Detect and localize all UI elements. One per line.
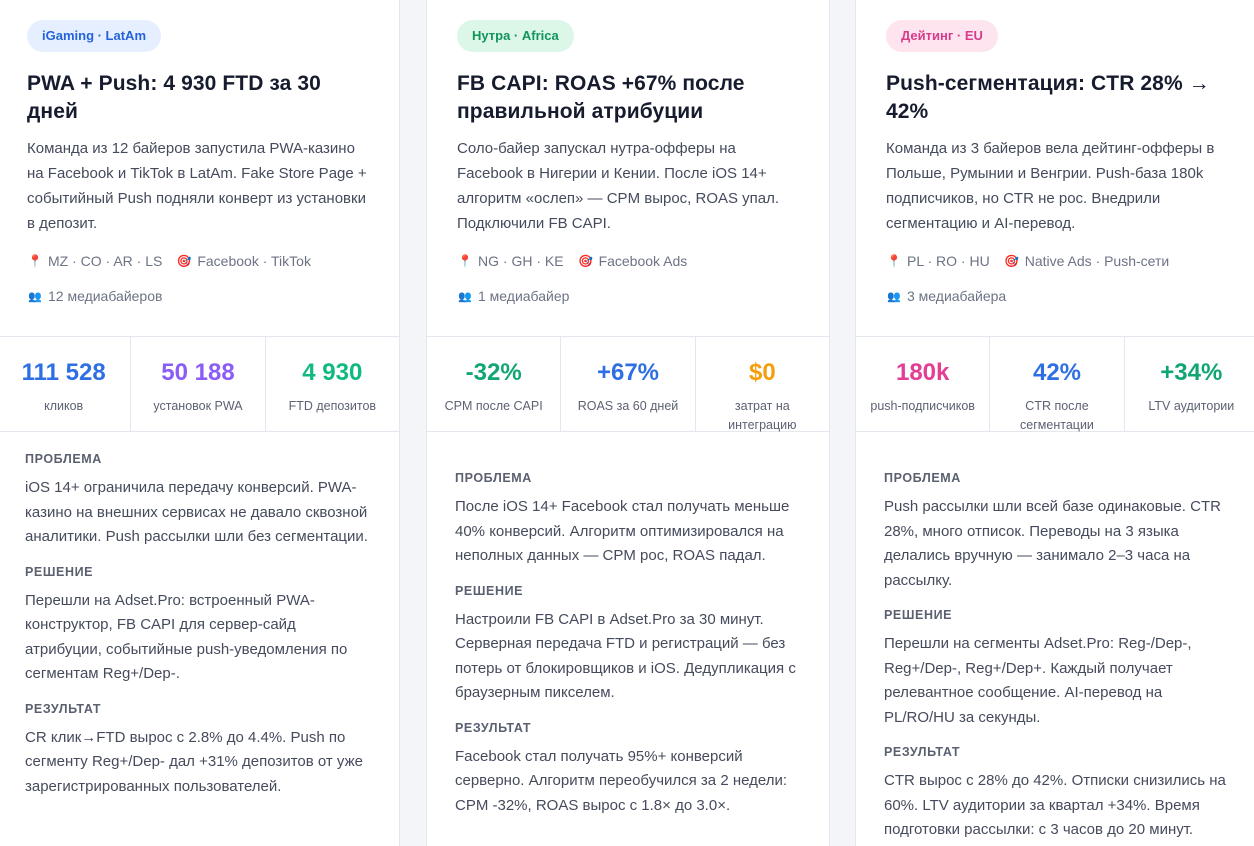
problem-text: После iOS 14+ Facebook стал получать мен… xyxy=(455,498,790,564)
problem-heading: ПРОБЛЕМА xyxy=(455,471,532,485)
case-geo: NG · GH · KE xyxy=(478,253,564,269)
case-card-nutra: Нутра · Africa FB CAPI: ROAS +67% после … xyxy=(426,0,830,846)
case-sources: Facebook · TikTok xyxy=(197,253,311,269)
stat-ltv: +34% LTV аудитории xyxy=(1125,337,1254,431)
result-text: CR клик→FTD вырос с 2.8% до 4.4%. Push п… xyxy=(25,728,363,795)
result-heading: РЕЗУЛЬТАТ xyxy=(884,745,961,759)
case-geo: PL · RO · HU xyxy=(907,253,990,269)
case-team: 12 медиабайеров xyxy=(48,288,163,304)
case-geo: MZ · CO · AR · LS xyxy=(48,253,163,269)
case-sources: Facebook Ads xyxy=(598,253,688,269)
case-team: 3 медиабайера xyxy=(907,288,1007,304)
stat-roas: +67% ROAS за 60 дней xyxy=(561,337,696,431)
stat-label: FTD депозитов xyxy=(288,399,377,413)
stat-label: кликов xyxy=(44,399,84,413)
stat-label: ROAS за 60 дней xyxy=(577,399,679,413)
target-icon: 🎯 xyxy=(1004,254,1020,268)
solution-text: Настроили FB CAPI в Adset.Pro за 30 мину… xyxy=(455,610,796,702)
stat-label: установок PWA xyxy=(153,399,243,413)
stat-label: CPM после CAPI xyxy=(444,399,543,413)
stat-label: затрат на интеграцию xyxy=(728,399,797,432)
case-title: PWA + Push: 4 930 FTD за 30 дней xyxy=(27,72,321,123)
pin-icon: 📍 xyxy=(27,254,43,268)
people-icon: 👥 xyxy=(458,290,472,303)
solution-text: Перешли на сегменты Adset.Pro: Reg-/Dep-… xyxy=(884,635,1192,726)
result-heading: РЕЗУЛЬТАТ xyxy=(455,720,532,735)
case-team: 1 медиабайер xyxy=(478,288,570,304)
case-team-row: 👥 3 медиабайера xyxy=(886,285,1234,307)
case-card-dating: Дейтинг · EU Push-сегментация: CTR 28% →… xyxy=(855,0,1254,846)
stat-value: 180k xyxy=(895,359,950,386)
solution-heading: РЕШЕНИЕ xyxy=(25,564,94,579)
case-stats: -32% CPM после CAPI +67% ROAS за 60 дней… xyxy=(427,336,829,432)
stat-value: 4 930 xyxy=(302,359,363,386)
stat-ctr: 42% CTR после сегментации xyxy=(990,337,1125,432)
case-stats: 180k push-подписчиков 42% CTR после сегм… xyxy=(856,336,1254,432)
stat-cost: $0 затрат на интеграцию xyxy=(696,337,829,432)
case-team-row: 👥 1 медиабайер xyxy=(457,285,799,307)
case-card-igaming: iGaming · LatAm PWA + Push: 4 930 FTD за… xyxy=(0,0,400,846)
pin-icon: 📍 xyxy=(457,254,473,268)
stat-value: $0 xyxy=(748,359,776,386)
case-details: ПРОБЛЕМА Push рассылки шли всей базе оди… xyxy=(884,469,1230,846)
stat-ftd: 4 930 FTD депозитов xyxy=(266,337,399,431)
pin-icon: 📍 xyxy=(886,254,902,268)
problem-heading: ПРОБЛЕМА xyxy=(884,471,961,485)
stat-label: push-подписчиков xyxy=(870,399,975,413)
target-icon: 🎯 xyxy=(176,254,192,268)
case-description: Команда из 3 байеров вела дейтинг-офферы… xyxy=(886,140,1215,232)
case-tag: Нутра · Africa xyxy=(457,20,574,52)
problem-text: iOS 14+ ограничила передачу конверсий. P… xyxy=(25,479,368,545)
stat-clicks: 111 528 кликов xyxy=(0,337,132,431)
case-title: FB CAPI: ROAS +67% после правильной атри… xyxy=(457,72,745,123)
solution-heading: РЕШЕНИЕ xyxy=(884,608,953,622)
people-icon: 👥 xyxy=(28,290,42,303)
stat-value: +34% xyxy=(1160,359,1223,386)
result-heading: РЕЗУЛЬТАТ xyxy=(25,701,102,716)
case-tag: iGaming · LatAm xyxy=(27,20,162,52)
case-meta-row: 📍 MZ · CO · AR · LS 🎯 Facebook · TikTok xyxy=(27,250,369,272)
people-icon: 👥 xyxy=(887,290,901,303)
stat-cpm: -32% CPM после CAPI xyxy=(427,337,562,431)
case-title: Push-сегментация: CTR 28% → 42% xyxy=(886,72,1210,123)
case-stats: 111 528 кликов 50 188 установок PWA 4 93… xyxy=(0,336,399,432)
case-description: Соло-байер запускал нутра-офферы на Face… xyxy=(457,140,780,232)
target-icon: 🎯 xyxy=(578,254,594,268)
case-team-row: 👥 12 медиабайеров xyxy=(27,285,369,307)
solution-text: Перешли на Adset.Pro: встроенный PWA-кон… xyxy=(25,591,348,683)
case-description: Команда из 12 байеров запустила PWA-кази… xyxy=(27,140,367,232)
stat-value: 42% xyxy=(1032,359,1082,386)
stat-installs: 50 188 установок PWA xyxy=(131,337,266,431)
stat-value: +67% xyxy=(596,359,660,386)
case-tag: Дейтинг · EU xyxy=(886,20,998,52)
case-meta-row: 📍 NG · GH · KE 🎯 Facebook Ads xyxy=(457,250,799,272)
result-text: Facebook стал получать 95%+ конверсий се… xyxy=(455,747,788,814)
stat-label: LTV аудитории xyxy=(1148,399,1235,413)
solution-heading: РЕШЕНИЕ xyxy=(455,583,524,598)
stat-value: -32% xyxy=(465,359,522,386)
case-details: ПРОБЛЕМА iOS 14+ ограничила передачу кон… xyxy=(25,450,373,812)
case-details: ПРОБЛЕМА После iOS 14+ Facebook стал пол… xyxy=(455,469,803,831)
stat-value: 50 188 xyxy=(161,359,235,386)
case-sources: Native Ads · Push-сети xyxy=(1024,253,1170,269)
stat-label: CTR после сегментации xyxy=(1020,399,1094,432)
stat-subscribers: 180k push-подписчиков xyxy=(856,337,991,431)
stat-value: 111 528 xyxy=(21,359,106,386)
problem-heading: ПРОБЛЕМА xyxy=(25,452,102,466)
result-text: CTR вырос с 28% до 42%. Отписки снизилис… xyxy=(884,772,1226,838)
problem-text: Push рассылки шли всей базе одинаковые. … xyxy=(884,498,1221,589)
case-meta-row: 📍 PL · RO · HU 🎯 Native Ads · Push-сети xyxy=(886,250,1234,272)
